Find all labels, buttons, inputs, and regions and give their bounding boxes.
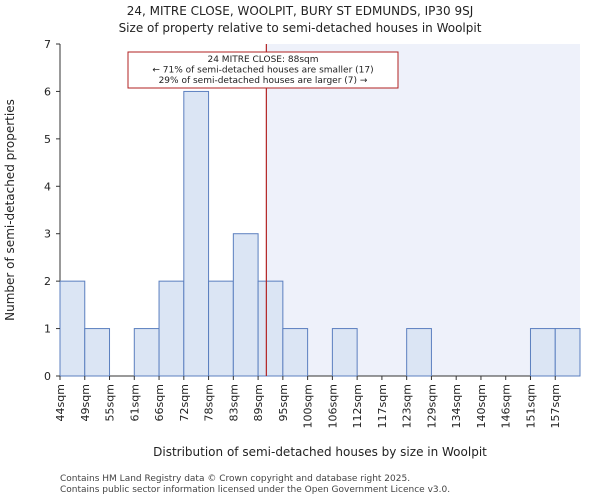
- y-tick-label: 1: [44, 323, 51, 336]
- x-tick-label: 61sqm: [128, 384, 141, 421]
- x-tick-label: 129sqm: [425, 384, 438, 428]
- x-tick-label: 157sqm: [549, 384, 562, 428]
- y-tick-label: 2: [44, 275, 51, 288]
- larger-region-highlight: [266, 44, 580, 376]
- histogram-bar: [554, 328, 581, 377]
- x-tick-label: 95sqm: [277, 384, 290, 421]
- x-tick-label: 106sqm: [326, 384, 339, 428]
- histogram-bar: [529, 328, 556, 377]
- histogram-bar: [59, 280, 86, 377]
- histogram-bar: [183, 90, 210, 377]
- y-tick-label: 3: [44, 228, 51, 241]
- annotation-line: 29% of semi-detached houses are larger (…: [159, 76, 368, 86]
- histogram-bar: [331, 328, 358, 377]
- annotation-line: 24 MITRE CLOSE: 88sqm: [207, 55, 318, 65]
- x-tick-label: 89sqm: [252, 384, 265, 421]
- chart-title: 24, MITRE CLOSE, WOOLPIT, BURY ST EDMUND…: [126, 4, 474, 18]
- annotation-box: [127, 51, 399, 89]
- x-tick-label: 44sqm: [54, 384, 67, 421]
- x-tick-label: 49sqm: [79, 384, 92, 421]
- x-tick-label: 72sqm: [178, 384, 191, 421]
- y-axis-title: Number of semi-detached properties: [3, 99, 17, 321]
- x-tick-label: 146sqm: [500, 384, 513, 428]
- x-tick-label: 112sqm: [351, 384, 364, 428]
- y-tick-label: 7: [44, 38, 51, 51]
- x-tick-label: 117sqm: [376, 384, 389, 428]
- x-tick-label: 83sqm: [227, 384, 240, 421]
- histogram-chart: 0 1 2 3 4 5 6 7 44sqm 49sqm 55sqm 61sqm 66sqm 72sqm 78…: [3, 38, 581, 459]
- histogram-bar: [158, 280, 185, 377]
- y-tick-label: 5: [44, 133, 51, 146]
- x-tick-label: 134sqm: [450, 384, 463, 428]
- histogram-bar: [282, 328, 309, 377]
- annotation-line: ← 71% of semi-detached houses are smalle…: [152, 66, 373, 76]
- chart-subtitle: Size of property relative to semi-detach…: [118, 21, 482, 35]
- histogram-bar: [133, 328, 160, 377]
- x-tick-label: 123sqm: [401, 384, 414, 428]
- histogram-bar: [84, 328, 111, 377]
- x-tick-label: 140sqm: [475, 384, 488, 428]
- histogram-bar: [208, 280, 234, 377]
- footer-copyright: Contains HM Land Registry data © Crown c…: [60, 474, 411, 484]
- histogram-bar: [232, 233, 259, 377]
- x-tick-label: 100sqm: [302, 384, 315, 428]
- x-axis-title: Distribution of semi-detached houses by …: [153, 445, 487, 459]
- y-tick-label: 4: [44, 180, 51, 193]
- histogram-bar: [257, 280, 284, 377]
- x-tick-label: 151sqm: [524, 384, 537, 428]
- histogram-bar: [406, 328, 432, 377]
- x-tick-label: 78sqm: [203, 384, 216, 421]
- y-tick-label: 0: [44, 370, 51, 383]
- x-tick-label: 55sqm: [104, 384, 117, 421]
- x-tick-label: 66sqm: [153, 384, 166, 421]
- y-tick-label: 6: [44, 85, 51, 98]
- footer-licence: Contains public sector information licen…: [60, 485, 451, 495]
